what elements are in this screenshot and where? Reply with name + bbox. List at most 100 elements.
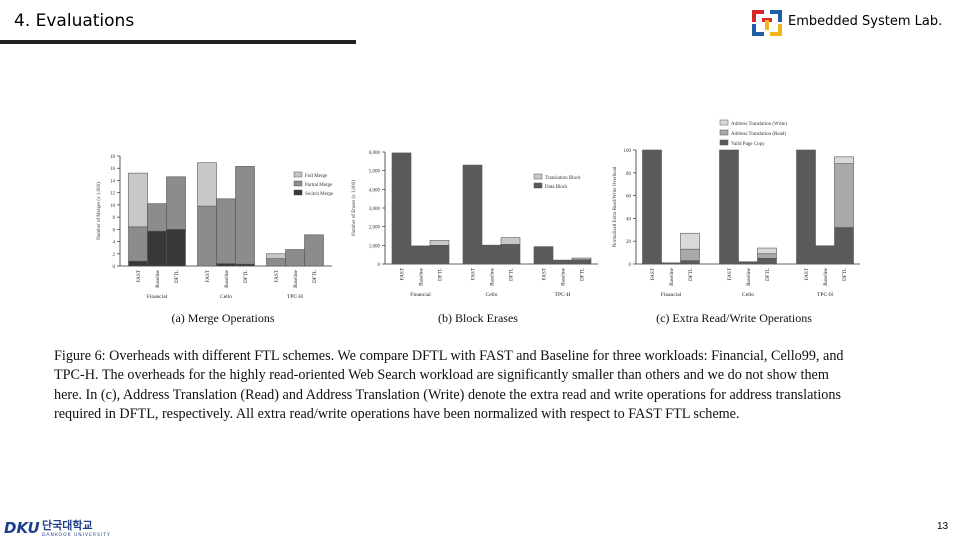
chart-1-x-tick-label: DFTL (243, 270, 249, 283)
chart-2-x-tick-label: Baseline (561, 267, 567, 286)
chart-2-bar-segment (462, 164, 483, 265)
chart-2-x-tick-label: Baseline (490, 267, 496, 286)
chart-3-legend-swatch (719, 139, 729, 146)
chart-1-bar-segment (266, 253, 286, 259)
chart-3-group-label: Financial (661, 292, 682, 298)
chart-1-y-tick-label: 14 (110, 179, 116, 184)
chart-1-legend-label: Switch Merge (305, 192, 334, 197)
chart-3-bar-segment (680, 248, 700, 261)
chart-1-y-tick-label: 8 (113, 216, 116, 221)
chart-1-bar-segment (166, 229, 186, 267)
chart-1-bar-segment (128, 226, 148, 262)
chart-2-y-tick-label: 6,000 (369, 151, 381, 156)
chart-3-legend-swatch (719, 119, 729, 126)
chart-1-legend-swatch (293, 180, 303, 187)
chart-3-x-tick-label: DFTL (688, 268, 694, 281)
chart-3-legend-label: Address Translation (Read) (731, 132, 786, 137)
chart-2-legend-label: Data Block (545, 185, 568, 190)
chart-1-x-tick-label: Baseline (224, 269, 230, 288)
chart-2-legend-swatch (533, 173, 543, 180)
svg-text:DANKOOK UNIVERSITY: DANKOOK UNIVERSITY (42, 532, 111, 538)
chart-2-bar-segment (571, 259, 592, 265)
chart-1-bar-segment (235, 166, 255, 265)
chart-1-x-tick-label: Baseline (293, 269, 299, 288)
chart-2-group-label: TPC-H (555, 292, 571, 298)
page-number: 13 (937, 521, 949, 532)
chart-3-bar-segment (757, 253, 777, 259)
chart-3-legend-swatch (719, 129, 729, 136)
chart-1-x-tick-label: FAST (136, 269, 142, 282)
chart-1-x-tick-label: DFTL (312, 270, 318, 283)
chart-2-x-tick-label: DFTL (580, 268, 586, 281)
chart-1-y-tick-label: 18 (110, 155, 116, 160)
chart-1-x-tick-label: DFTL (174, 270, 180, 283)
chart-3-bar-segment (834, 156, 854, 164)
chart-2-bar-segment (500, 244, 521, 265)
chart-3-x-tick-label: Baseline (823, 267, 829, 286)
chart-2-bar-segment (552, 259, 573, 265)
chart-3-bar-segment (642, 149, 662, 265)
chart-1-group-label: Cello (220, 294, 232, 300)
chart-3-caption: (c) Extra Read/Write Operations (656, 311, 812, 325)
caption-line-4: required in DFTL, respectively. All extr… (54, 406, 740, 423)
chart-3-bar-segment (661, 262, 681, 265)
chart-2-x-tick-label: FAST (542, 267, 548, 280)
caption-line-2: TPC-H. The overheads for the highly read… (54, 367, 829, 384)
chart-2-bar-segment (429, 245, 450, 265)
chart-3-y-tick-label: 0 (629, 263, 632, 268)
svg-text:단국대학교: 단국대학교 (42, 518, 93, 532)
chart-1-group-label: TPC-H (287, 294, 303, 300)
chart-3-bar-segment (757, 247, 777, 255)
chart-3-y-tick-label: 20 (626, 240, 632, 245)
chart-1-y-tick-label: 10 (110, 204, 116, 209)
chart-3-x-tick-label: Baseline (746, 267, 752, 286)
chart-3-y-tick-label: 80 (626, 172, 632, 177)
chart-3-y-axis-label: Normalized Extra Read/Write Overhead (613, 166, 618, 247)
figure-caption: Figure 6: Overheads with different FTL s… (54, 347, 934, 425)
chart-1-y-tick-label: 0 (113, 265, 116, 270)
chart-1-bar-segment (285, 249, 305, 267)
chart-2-bar-segment (500, 237, 521, 245)
chart-3-bar-segment (834, 163, 854, 228)
chart-3-legend-label: Valid Page Copy (731, 142, 765, 147)
chart-2-y-tick-label: 5,000 (369, 170, 381, 175)
chart-2-y-axis-label: Number of Erases (x 1,000) (352, 180, 357, 236)
chart-2-bar-segment (481, 244, 502, 265)
chart-1-legend-label: Full Merge (305, 174, 328, 179)
chart-3-bar-segment (738, 261, 758, 265)
chart-1-bar-segment (166, 176, 186, 230)
chart-2-x-tick-label: FAST (471, 267, 477, 280)
chart-1-bar-segment (147, 203, 167, 232)
chart-1-bar-segment (216, 263, 236, 267)
chart-2-x-tick-label: Baseline (419, 267, 425, 286)
chart-1-x-tick-label: FAST (274, 269, 280, 282)
figure-charts: 0 2 4 6 8 10 12 14 16 18 Number of Merges (x 1,000… (97, 119, 860, 325)
chart-1-group-label: Financial (147, 294, 168, 300)
chart-3-x-tick-label: FAST (804, 267, 810, 280)
chart-3-x-tick-label: Baseline (669, 267, 675, 286)
chart-2-legend-label: Translation Block (545, 176, 581, 181)
chart-3-y-tick-label: 40 (626, 217, 632, 222)
chart-3-y-tick-label: 60 (626, 195, 632, 200)
chart-3-bar-segment (796, 149, 816, 265)
chart-1-bar-segment (304, 234, 324, 267)
chart-1-bar-segment (197, 205, 217, 267)
lab-name: Embedded System Lab. (788, 14, 943, 29)
title-underline (0, 40, 356, 44)
chart-1-bar-segment (266, 258, 286, 267)
chart-1-bar-segment (147, 230, 167, 267)
chart-1-y-axis-label: Number of Merges (x 1,000) (97, 182, 102, 240)
chart-3-group-label: Cello (742, 292, 754, 298)
chart-3-y-tick-label: 100 (624, 149, 632, 154)
chart-2-y-tick-label: 0 (378, 263, 381, 268)
chart-2-bar-segment (410, 245, 431, 265)
chart-1-bar-segment (216, 198, 236, 264)
chart-2-y-tick-label: 1,000 (369, 244, 381, 249)
svg-text:DKU: DKU (4, 519, 40, 537)
chart-1-y-tick-label: 4 (113, 241, 116, 246)
page-title: 4. Evaluations (14, 11, 135, 31)
chart-1-legend-swatch (293, 171, 303, 178)
caption-line-3: here. In (c), Address Translation (Read)… (54, 386, 842, 403)
chart-1-legend-label: Partial Merge (305, 183, 333, 188)
chart-2-bar-segment (533, 246, 554, 265)
